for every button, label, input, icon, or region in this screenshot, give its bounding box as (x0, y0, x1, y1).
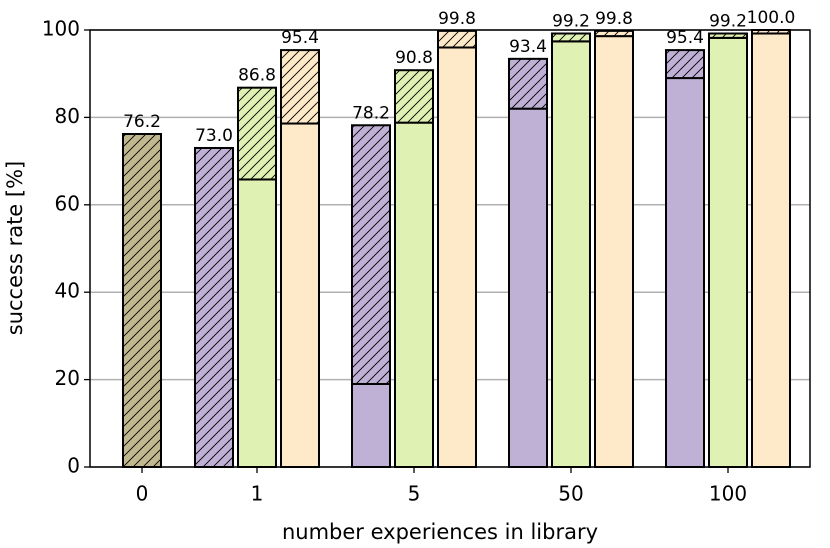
value-label: 99.8 (438, 9, 476, 29)
bar-solid (708, 36, 748, 469)
bar-solid (551, 40, 591, 468)
plot-frame (89, 29, 811, 468)
bar-hatched (508, 57, 548, 110)
bar-hatched (280, 49, 320, 125)
value-label: 73.0 (195, 126, 233, 146)
x-axis-label: number experiences in library (282, 520, 598, 544)
bar-hatched (551, 32, 591, 43)
bar-solid (665, 77, 705, 468)
y-tick-label: 40 (55, 279, 80, 303)
bar-hatched (708, 32, 748, 39)
x-tick-label: 50 (558, 482, 583, 506)
y-tick-label: 20 (55, 366, 80, 390)
value-label: 90.8 (395, 48, 433, 68)
x-tick-label: 1 (251, 482, 264, 506)
y-tick-label: 0 (67, 454, 80, 478)
bar-solid (351, 382, 391, 468)
y-tick-label: 100 (42, 17, 80, 41)
value-label: 95.4 (281, 28, 319, 48)
x-tick-label: 5 (408, 482, 421, 506)
x-tick-label: 0 (136, 482, 149, 506)
value-label: 95.4 (666, 28, 704, 48)
value-label: 86.8 (238, 66, 276, 86)
bar-solid (508, 107, 548, 468)
bar-hatched (437, 29, 477, 49)
value-label: 99.2 (552, 11, 590, 31)
bar-solid (280, 122, 320, 468)
bar-solid (751, 32, 791, 468)
y-tick-label: 80 (55, 104, 80, 128)
y-tick-label: 60 (55, 191, 80, 215)
value-label: 93.4 (509, 37, 547, 57)
value-label: 99.2 (709, 11, 747, 31)
bar-solid (437, 46, 477, 468)
bar-hatched (394, 69, 434, 124)
value-label: 78.2 (352, 103, 390, 123)
x-tick-label: 100 (709, 482, 747, 506)
value-label: 99.8 (595, 9, 633, 29)
bar-hatched (122, 133, 162, 468)
bar-hatched (194, 146, 234, 469)
value-label: 76.2 (123, 112, 161, 132)
value-label: 100.0 (747, 8, 796, 28)
bar-hatched (237, 86, 277, 181)
bar-hatched (351, 124, 391, 385)
y-axis-label: success rate [%] (3, 161, 27, 336)
bar-solid (594, 35, 634, 468)
bar-hatched (594, 29, 634, 38)
bar-hatched (665, 49, 705, 80)
bar-solid (237, 178, 277, 468)
bar-solid (394, 121, 434, 468)
